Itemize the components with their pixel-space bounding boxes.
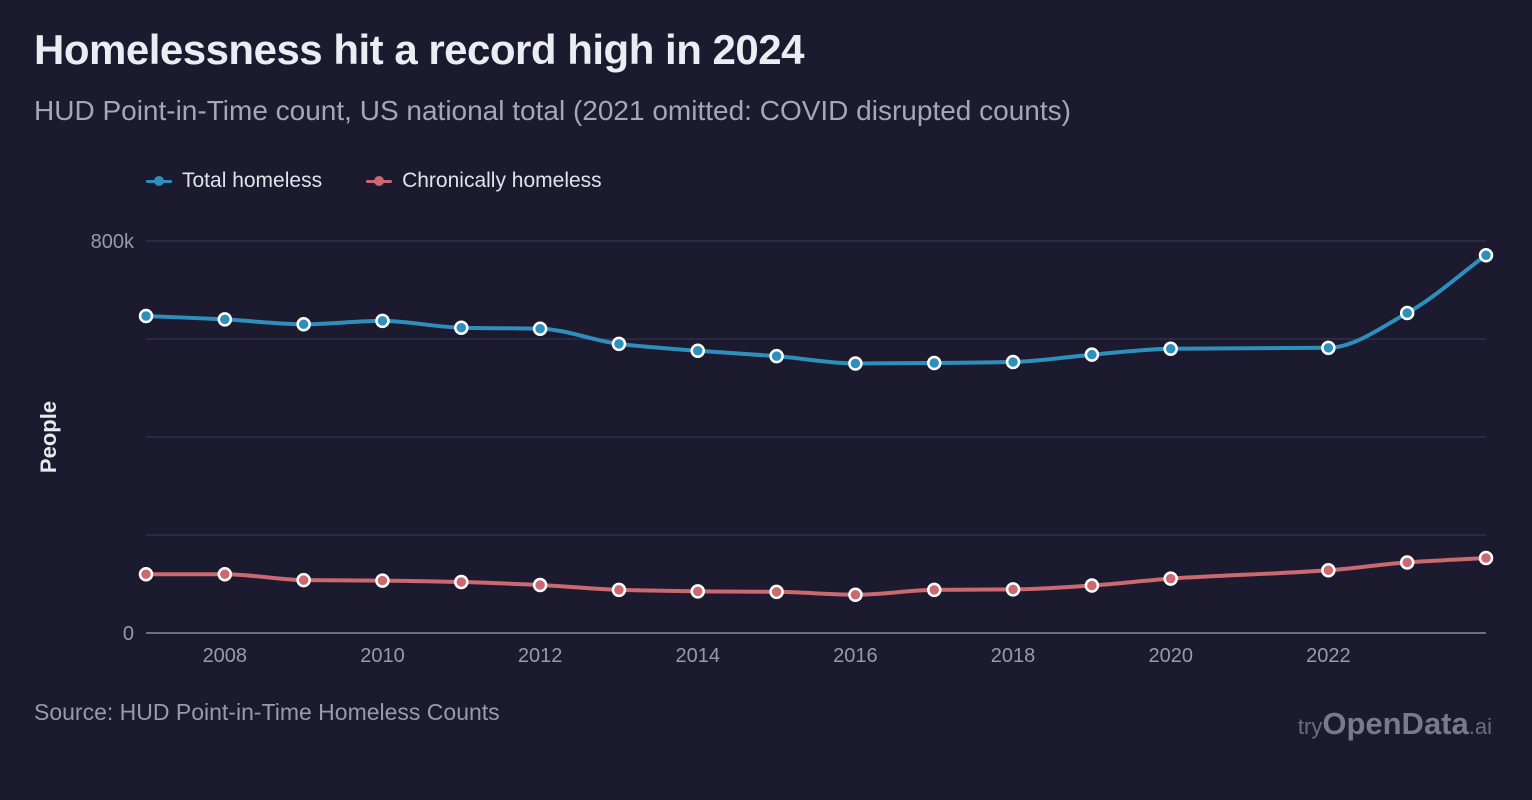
data-point-1-2010[interactable]: [375, 573, 390, 588]
data-point-0-2008[interactable]: [217, 312, 233, 327]
x-tick-label: 2020: [1148, 645, 1193, 667]
chart-subtitle: HUD Point-in-Time count, US national tot…: [34, 95, 1071, 126]
legend-swatch-chronic: [366, 175, 393, 186]
brand-part-3: .ai: [1468, 714, 1492, 739]
x-tick-label: 2022: [1306, 645, 1351, 667]
legend-swatch-total: [146, 175, 172, 186]
data-point-1-2013[interactable]: [611, 582, 627, 598]
data-point-0-2009[interactable]: [296, 317, 311, 332]
y-tick-label: 0: [123, 623, 134, 645]
data-point-0-2023[interactable]: [1399, 305, 1415, 321]
legend: Total homeless Chronically homeless: [146, 169, 646, 193]
data-point-0-2007[interactable]: [138, 308, 154, 324]
data-point-1-2022[interactable]: [1321, 563, 1336, 578]
x-axis-ticks: 2008 2010 2012 2014 2016 2018 2020 2022: [203, 645, 1351, 667]
data-point-0-2024[interactable]: [1478, 247, 1494, 263]
data-point-0-2010[interactable]: [375, 313, 390, 329]
data-point-0-2011[interactable]: [454, 320, 469, 335]
data-point-0-2020[interactable]: [1163, 341, 1178, 357]
source-note: Source: HUD Point-in-Time Homeless Count…: [34, 699, 500, 725]
data-point-1-2011[interactable]: [454, 574, 469, 590]
data-point-1-2009[interactable]: [296, 572, 311, 588]
data-point-1-2024[interactable]: [1478, 550, 1494, 566]
data-point-1-2008[interactable]: [217, 566, 233, 582]
legend-item-total[interactable]: Total homeless: [146, 169, 322, 193]
data-point-1-2020[interactable]: [1163, 571, 1178, 586]
data-point-1-2012[interactable]: [532, 577, 548, 593]
data-point-0-2014[interactable]: [690, 343, 706, 359]
x-tick-label: 2016: [833, 645, 878, 667]
data-point-0-2016[interactable]: [848, 356, 863, 371]
series-line-0: [144, 253, 1488, 366]
data-point-1-2023[interactable]: [1399, 555, 1415, 570]
data-point-1-2007[interactable]: [138, 566, 154, 582]
legend-label-total: Total homeless: [182, 169, 323, 192]
legend-label-chronic: Chronically homeless: [402, 169, 602, 192]
gridlines: [146, 240, 1486, 634]
brand-part-2: OpenData: [1322, 706, 1469, 741]
data-point-0-2019[interactable]: [1084, 347, 1100, 362]
y-axis-label: People: [36, 401, 61, 473]
x-tick-label: 2014: [676, 645, 721, 667]
data-point-1-2014[interactable]: [690, 584, 706, 599]
series-group: [138, 247, 1494, 603]
brand-part-1: try: [1297, 714, 1323, 739]
data-point-1-2015[interactable]: [769, 584, 784, 600]
data-point-0-2012[interactable]: [532, 321, 548, 336]
data-point-0-2013[interactable]: [611, 336, 627, 352]
data-point-1-2017[interactable]: [926, 582, 942, 598]
data-point-0-2015[interactable]: [769, 348, 784, 364]
data-point-0-2022[interactable]: [1321, 340, 1336, 356]
data-point-0-2017[interactable]: [926, 355, 942, 371]
chart-title: Homelessness hit a record high in 2024: [34, 26, 804, 73]
brand-logo: tryOpenData.ai: [1298, 706, 1492, 742]
series-line-1: [144, 556, 1488, 597]
x-tick-label: 2010: [360, 645, 405, 667]
data-point-1-2019[interactable]: [1084, 578, 1100, 593]
y-axis-ticks: 0 800k: [91, 231, 135, 645]
data-point-1-2018[interactable]: [1005, 582, 1021, 597]
data-point-1-2016[interactable]: [848, 587, 863, 603]
x-tick-label: 2008: [203, 645, 248, 667]
x-tick-label: 2018: [991, 645, 1036, 667]
legend-item-chronic[interactable]: Chronically homeless: [366, 169, 602, 193]
data-point-0-2018[interactable]: [1005, 354, 1021, 370]
x-tick-label: 2012: [518, 645, 563, 667]
y-tick-label: 800k: [91, 231, 135, 253]
